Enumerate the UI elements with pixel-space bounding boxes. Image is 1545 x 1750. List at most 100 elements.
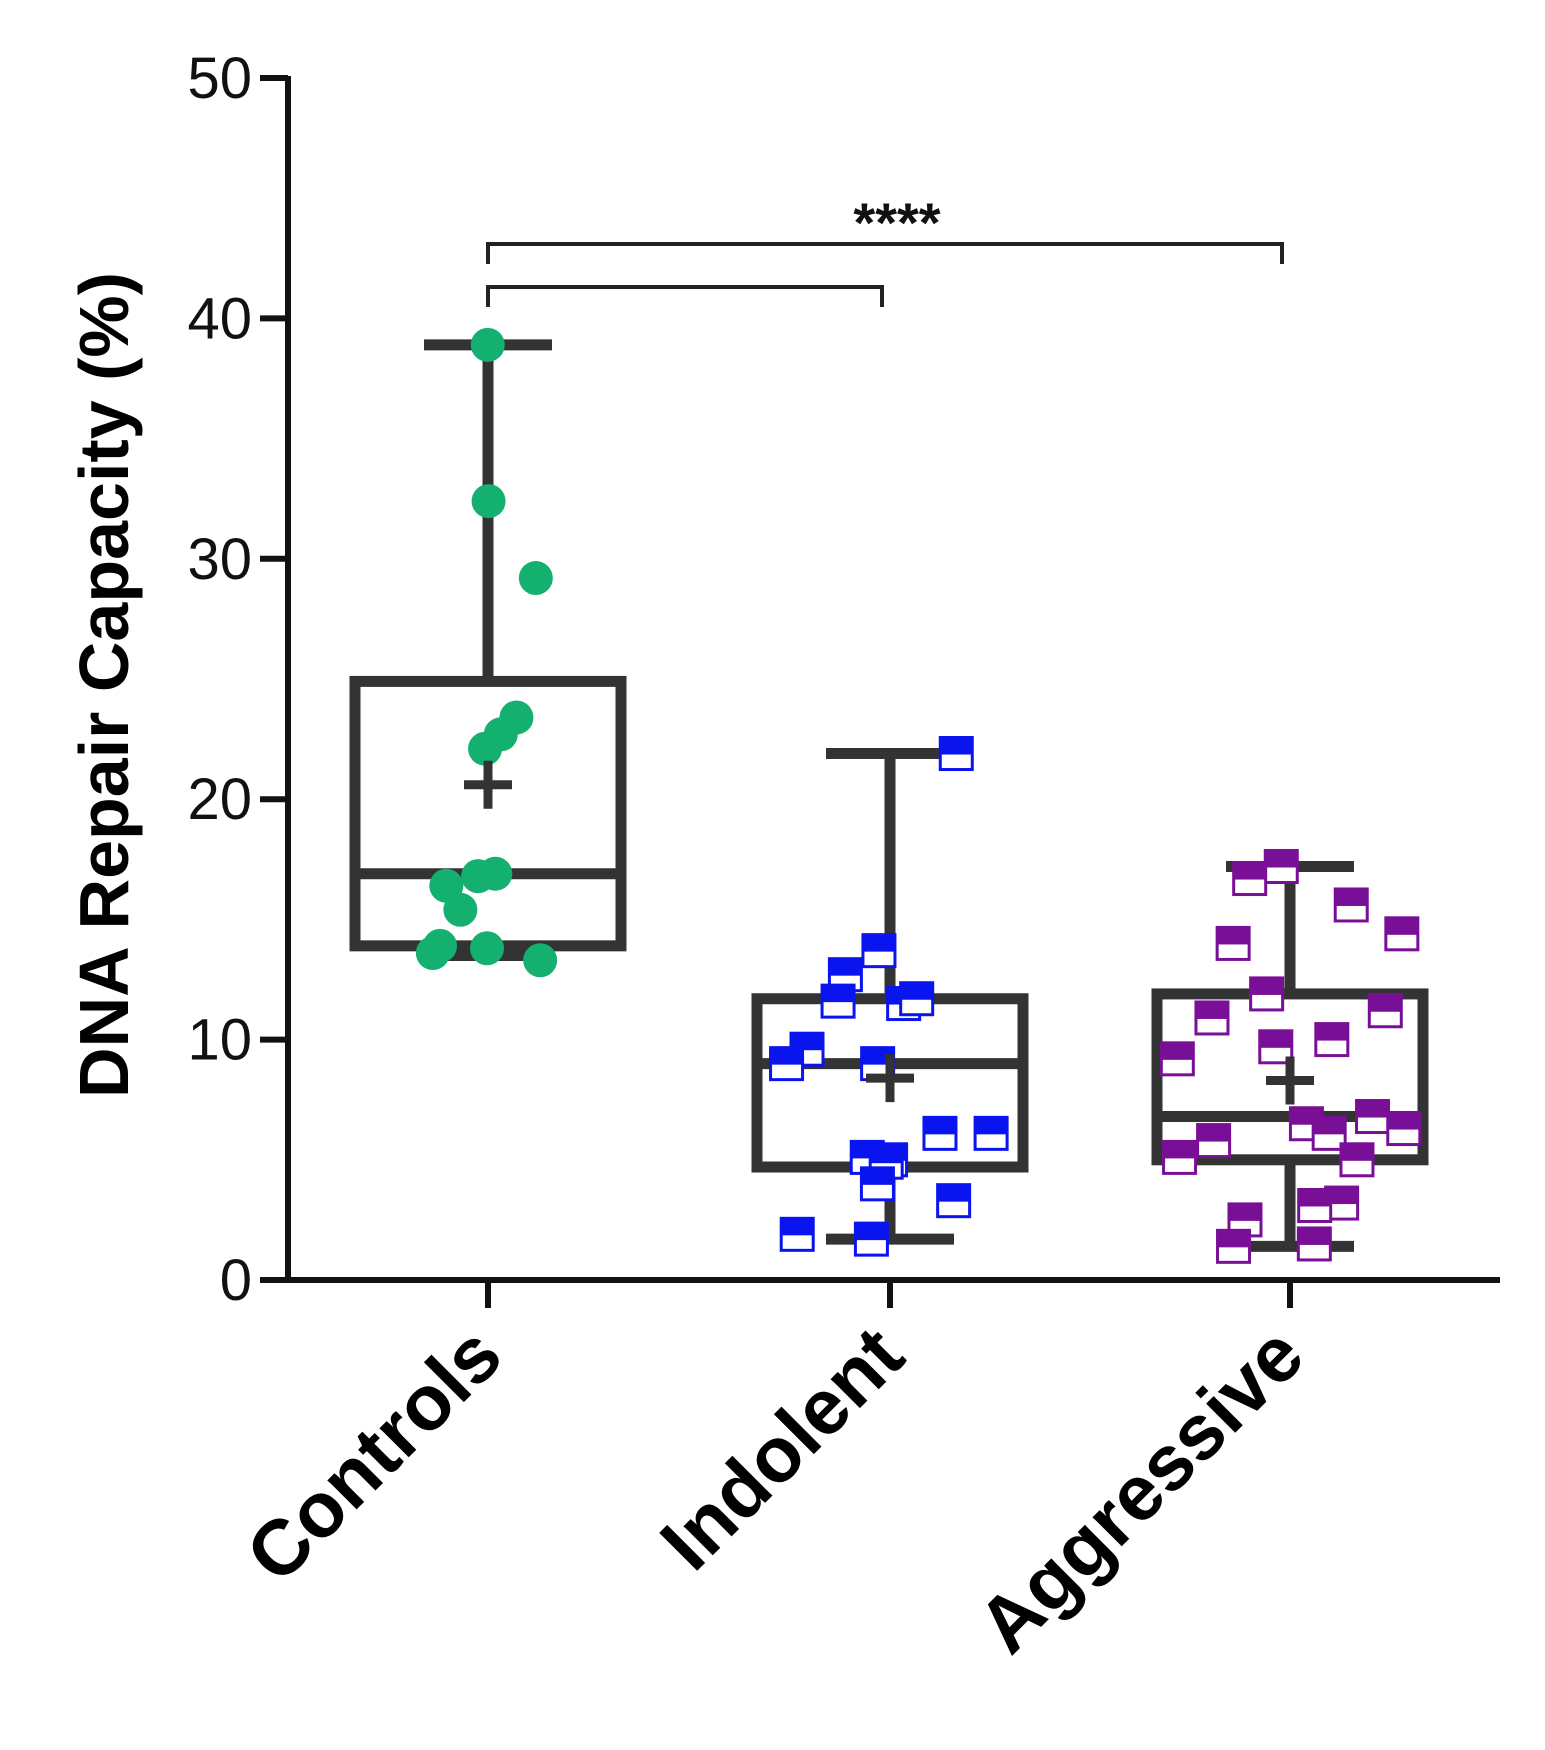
data-point-fill xyxy=(923,1117,956,1135)
data-point-fill xyxy=(1161,1042,1194,1060)
data-point-fill xyxy=(1259,1030,1292,1048)
data-point-fill xyxy=(870,1146,903,1164)
y-tick-label-10: 10 xyxy=(187,1008,252,1073)
data-point xyxy=(1232,861,1268,897)
data-point xyxy=(922,1115,958,1151)
data-point-fill xyxy=(1217,1230,1250,1248)
data-point-fill xyxy=(862,934,895,952)
iqr-box-controls xyxy=(349,675,627,952)
data-point-fill xyxy=(791,1033,824,1051)
data-point xyxy=(523,943,558,978)
data-point xyxy=(468,731,503,766)
data-point xyxy=(1311,1115,1347,1151)
data-point xyxy=(1159,1041,1195,1077)
data-point-fill xyxy=(1298,1189,1331,1207)
data-point-fill xyxy=(937,1184,970,1202)
data-point xyxy=(1314,1022,1350,1058)
data-point xyxy=(1367,993,1403,1029)
data-point xyxy=(779,1216,815,1252)
data-point-fill xyxy=(855,1223,888,1241)
mean-marker-indolent xyxy=(866,1054,914,1103)
data-point-fill xyxy=(1197,1124,1230,1142)
data-point xyxy=(1249,976,1285,1012)
data-point-fill xyxy=(1315,1023,1348,1041)
significance-label: **** xyxy=(853,191,940,254)
significance-bracket-indolent xyxy=(486,285,884,307)
data-point-fill xyxy=(900,982,933,1000)
data-point xyxy=(1386,1111,1422,1147)
data-point-fill xyxy=(861,1167,894,1185)
data-point xyxy=(470,327,505,362)
x-tick-label-indolent: Indolent xyxy=(643,1310,920,1587)
plot-marks: **** xyxy=(349,191,1429,1264)
data-point-fill xyxy=(770,1047,803,1065)
mean-marker-aggressive xyxy=(1266,1056,1314,1105)
y-tick-label-30: 30 xyxy=(187,527,252,592)
data-point xyxy=(861,933,897,969)
data-point xyxy=(1216,1228,1252,1264)
y-tick-label-50: 50 xyxy=(187,46,252,111)
data-point xyxy=(423,928,458,963)
data-point-fill xyxy=(1265,850,1298,868)
data-point-fill xyxy=(940,737,973,755)
data-point-fill xyxy=(1385,917,1418,935)
axes xyxy=(260,75,1500,1308)
data-point xyxy=(938,736,974,772)
data-point-fill xyxy=(1340,1143,1373,1161)
data-point xyxy=(1296,1226,1332,1262)
x-tick-label-aggressive: Aggressive xyxy=(960,1310,1320,1670)
data-point-fill xyxy=(822,985,855,1003)
data-point xyxy=(899,981,935,1017)
data-point xyxy=(1339,1142,1375,1178)
data-point xyxy=(1355,1099,1391,1135)
bracket-line xyxy=(486,242,1284,264)
data-point-fill xyxy=(1163,1141,1196,1159)
data-point-fill xyxy=(829,958,862,976)
data-point-fill xyxy=(1217,927,1250,945)
data-point xyxy=(1333,887,1369,923)
data-point-fill xyxy=(1233,862,1266,880)
data-point xyxy=(1384,916,1420,952)
bracket-line xyxy=(486,285,884,307)
data-point xyxy=(1215,925,1251,961)
data-point xyxy=(769,1046,805,1082)
data-point xyxy=(1297,1187,1333,1223)
y-axis-title: DNA Repair Capacity (%) xyxy=(65,272,143,1098)
data-point-fill xyxy=(1335,888,1368,906)
data-point xyxy=(1162,1139,1198,1175)
data-point xyxy=(471,484,506,519)
data-point xyxy=(936,1183,972,1219)
iqr-box-aggressive xyxy=(1151,988,1429,1166)
data-point xyxy=(820,983,856,1019)
data-point xyxy=(859,1166,895,1202)
y-tick-label-20: 20 xyxy=(187,767,252,832)
data-point-fill xyxy=(1228,1203,1261,1221)
data-point xyxy=(853,1221,889,1257)
data-point xyxy=(1194,1000,1230,1036)
y-tick-label-0: 0 xyxy=(220,1248,252,1313)
data-point-fill xyxy=(975,1117,1008,1135)
data-point-fill xyxy=(1387,1112,1420,1130)
data-point xyxy=(443,892,478,927)
mean-marker-controls xyxy=(464,760,512,809)
data-point xyxy=(1263,849,1299,885)
points-controls xyxy=(415,327,558,978)
y-tick-label-40: 40 xyxy=(187,286,252,351)
data-point xyxy=(470,931,505,966)
x-tick-label-controls: Controls xyxy=(229,1310,518,1599)
data-point-fill xyxy=(1250,977,1283,995)
points-aggressive xyxy=(1159,849,1422,1264)
data-point xyxy=(461,859,496,894)
data-point xyxy=(518,561,553,596)
data-point-fill xyxy=(1298,1227,1331,1245)
data-point-fill xyxy=(1313,1117,1346,1135)
significance-bracket-aggressive: **** xyxy=(486,191,1284,264)
data-point-fill xyxy=(1369,994,1402,1012)
data-point xyxy=(1196,1123,1232,1159)
data-point-fill xyxy=(1195,1001,1228,1019)
data-point-fill xyxy=(781,1218,814,1236)
data-point-fill xyxy=(1356,1100,1389,1118)
data-point xyxy=(973,1115,1009,1151)
data-point-fill xyxy=(1325,1187,1358,1205)
